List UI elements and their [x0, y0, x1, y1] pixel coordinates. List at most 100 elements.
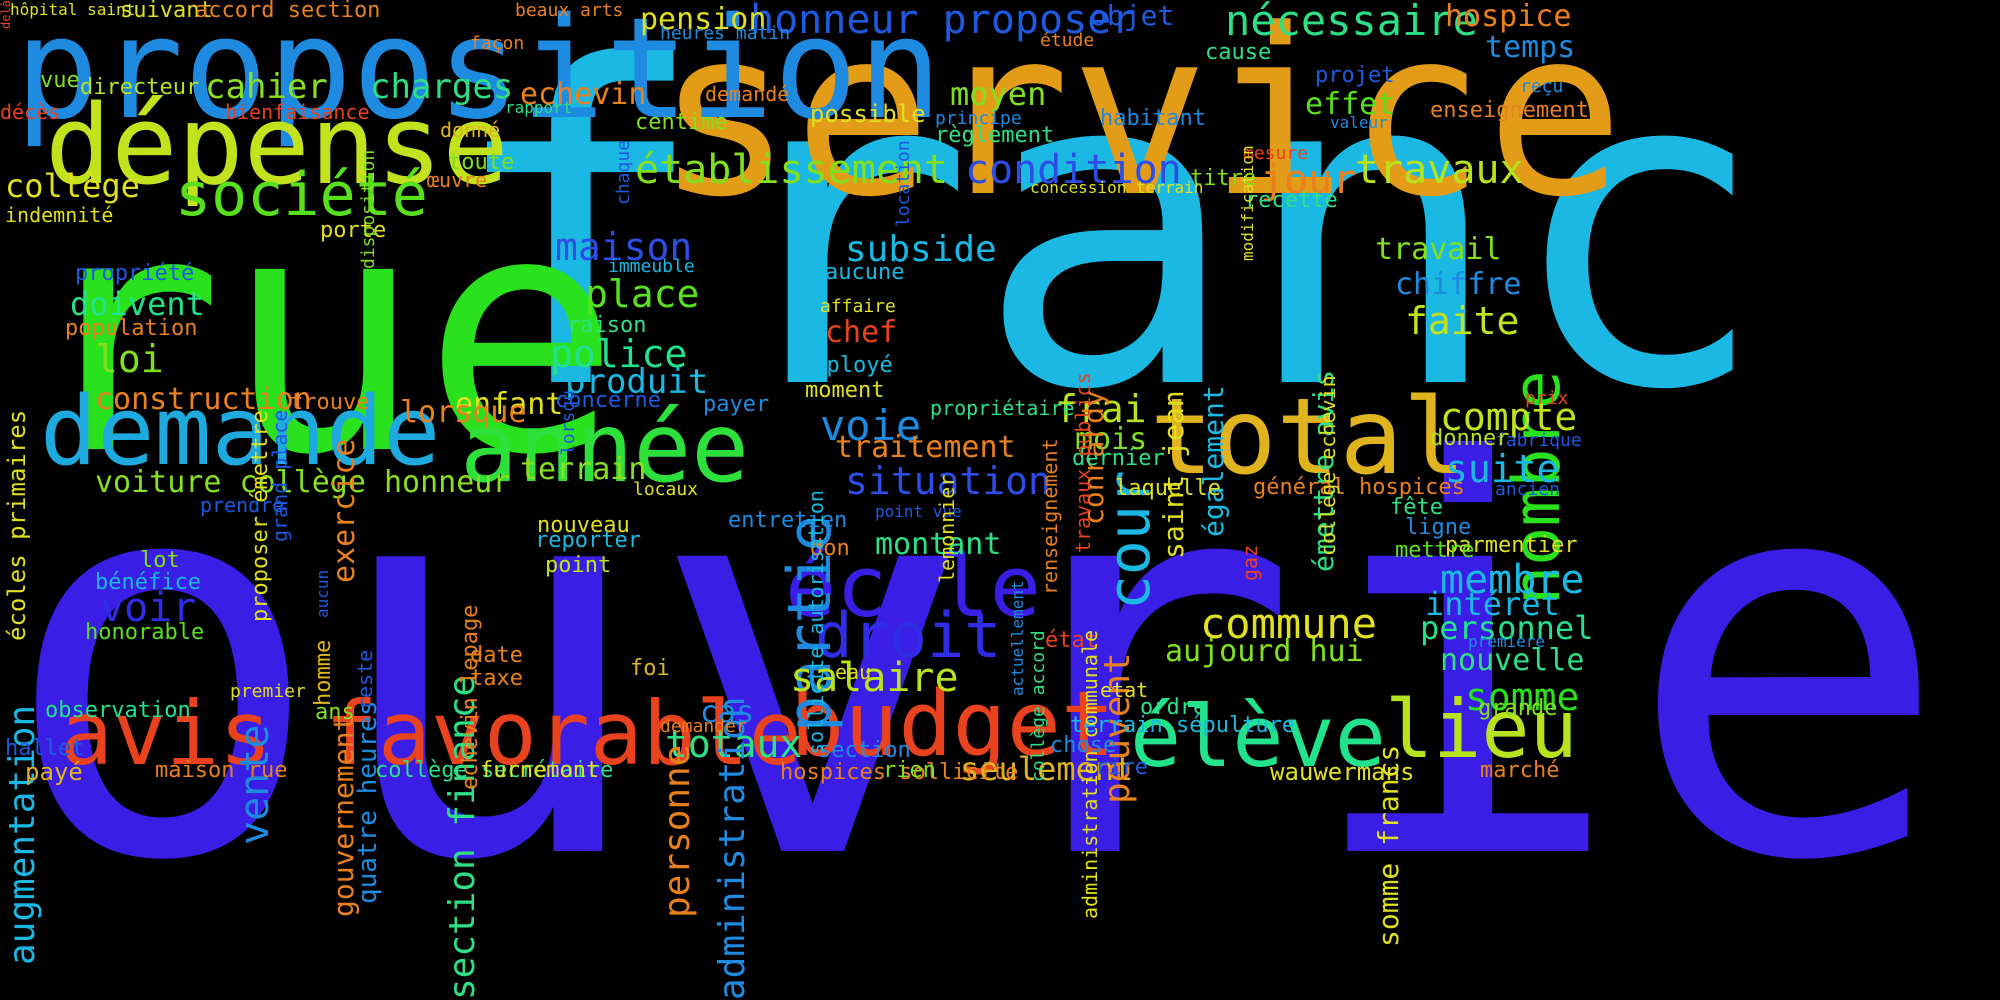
- word-20: honneur proposer: [750, 0, 1136, 43]
- word-65: cas: [700, 695, 755, 730]
- word-91: étude: [1040, 30, 1095, 51]
- word-98: bienfaisance: [225, 100, 370, 124]
- word-196: collège echevin: [1316, 375, 1340, 556]
- word-92: cause: [1205, 40, 1272, 65]
- word-50: echevin: [520, 77, 647, 112]
- word-38: situation: [845, 459, 1051, 503]
- word-105: habitant: [1100, 106, 1206, 131]
- word-97: décès: [0, 100, 61, 124]
- word-119: immeuble: [608, 256, 695, 277]
- word-154: foi: [630, 656, 670, 681]
- word-150: gaz: [1238, 545, 1262, 582]
- word-131: payer: [703, 392, 770, 417]
- word-136: prendre: [200, 493, 285, 517]
- word-32: produit: [565, 362, 709, 402]
- word-113: titre: [1190, 166, 1257, 191]
- word-175: wauwermans: [1270, 758, 1415, 786]
- word-86: accord section: [195, 0, 381, 23]
- word-104: règlement: [935, 123, 1055, 148]
- word-2: rue: [25, 143, 622, 527]
- word-81: aujourd hui: [1165, 634, 1364, 669]
- word-24: jour: [1260, 157, 1357, 203]
- word-22: condition: [965, 147, 1182, 193]
- word-194: collège accord: [1028, 630, 1049, 782]
- word-184: chaque: [613, 140, 634, 206]
- word-13: école: [785, 538, 1041, 637]
- word-62: nouvelle: [1440, 643, 1585, 678]
- word-102: possible: [810, 100, 926, 128]
- word-187: aucun: [313, 570, 332, 619]
- word-30: place: [585, 272, 700, 316]
- word-94: reçu: [1520, 76, 1564, 97]
- word-26: charges: [370, 67, 514, 107]
- word-3: service: [655, 0, 1625, 248]
- word-143: lot: [140, 548, 180, 573]
- word-138: point vue: [875, 502, 962, 521]
- word-21: établissement: [635, 147, 949, 193]
- word-63: somme: [1465, 675, 1580, 719]
- word-159: grande: [1478, 696, 1558, 721]
- word-4: proposition: [15, 0, 943, 151]
- word-151: première: [1468, 632, 1546, 651]
- word-190: lemonnier: [935, 475, 959, 584]
- word-144: bénéfice: [95, 570, 201, 595]
- word-56: montant: [875, 527, 1002, 562]
- word-152: date: [470, 643, 523, 668]
- word-47: pension: [640, 2, 767, 37]
- word-33: loi: [95, 337, 164, 381]
- word-34: doivent: [70, 285, 205, 323]
- word-95: vue: [40, 68, 80, 93]
- word-134: général hospices: [1253, 475, 1465, 500]
- word-197: modification: [1238, 145, 1257, 261]
- word-93: projet: [1315, 63, 1395, 88]
- word-7: année: [460, 392, 749, 504]
- word-163: hallet: [5, 736, 85, 761]
- word-177: entretien: [728, 508, 848, 533]
- word-89: façon: [470, 33, 525, 54]
- word-10: budget: [790, 672, 1116, 777]
- word-40: compte: [1440, 395, 1578, 439]
- word-27: collège: [5, 167, 140, 205]
- word-195: administration communale: [1078, 630, 1102, 919]
- word-100: demandé: [705, 82, 790, 106]
- word-61: personnel: [1420, 609, 1594, 647]
- word-178: actuellement: [1008, 580, 1027, 696]
- word-112: concession terrain: [1030, 178, 1204, 197]
- word-87: beaux arts: [515, 0, 624, 21]
- word-45: temps: [1485, 30, 1576, 65]
- word-161: ans: [315, 700, 355, 725]
- word-88: objet: [1090, 0, 1175, 32]
- word-85: suivant: [120, 0, 213, 23]
- word-168: hospices sollicite: [780, 760, 1019, 785]
- word-70: exercice: [327, 438, 362, 583]
- word-133: laquelle: [1115, 476, 1221, 501]
- word-48: moyen: [950, 75, 1047, 113]
- word-39: frai: [1055, 387, 1147, 431]
- word-19: nécessaire: [1225, 0, 1478, 45]
- word-167: furnemont: [480, 758, 600, 783]
- word-14: droit: [815, 599, 1002, 672]
- word-120: aucune: [825, 260, 905, 285]
- word-101: centime: [635, 110, 728, 135]
- word-57: commune: [1200, 599, 1378, 648]
- word-42: faite: [1405, 299, 1520, 343]
- word-12: élève: [1130, 688, 1386, 787]
- word-64: totaux: [665, 722, 803, 766]
- word-18: société: [175, 160, 428, 230]
- word-73: administration: [712, 696, 753, 1000]
- word-171: chose: [1050, 733, 1117, 758]
- word-66: seulement: [960, 750, 1134, 788]
- word-90: heures matin: [660, 23, 791, 44]
- word-25: cahier: [205, 67, 328, 107]
- word-160: premier: [230, 681, 306, 702]
- word-108: enseignement: [1430, 98, 1589, 123]
- word-126: prix: [1525, 388, 1569, 409]
- word-43: chiffre: [1395, 267, 1522, 302]
- word-140: ligne: [1405, 515, 1472, 540]
- word-117: propriété: [75, 261, 195, 286]
- word-11: lieu: [1385, 683, 1578, 776]
- word-124: moment: [805, 378, 885, 403]
- word-107: valeur: [1330, 113, 1388, 132]
- word-51: chef: [825, 315, 898, 350]
- word-99: rapport: [505, 98, 573, 117]
